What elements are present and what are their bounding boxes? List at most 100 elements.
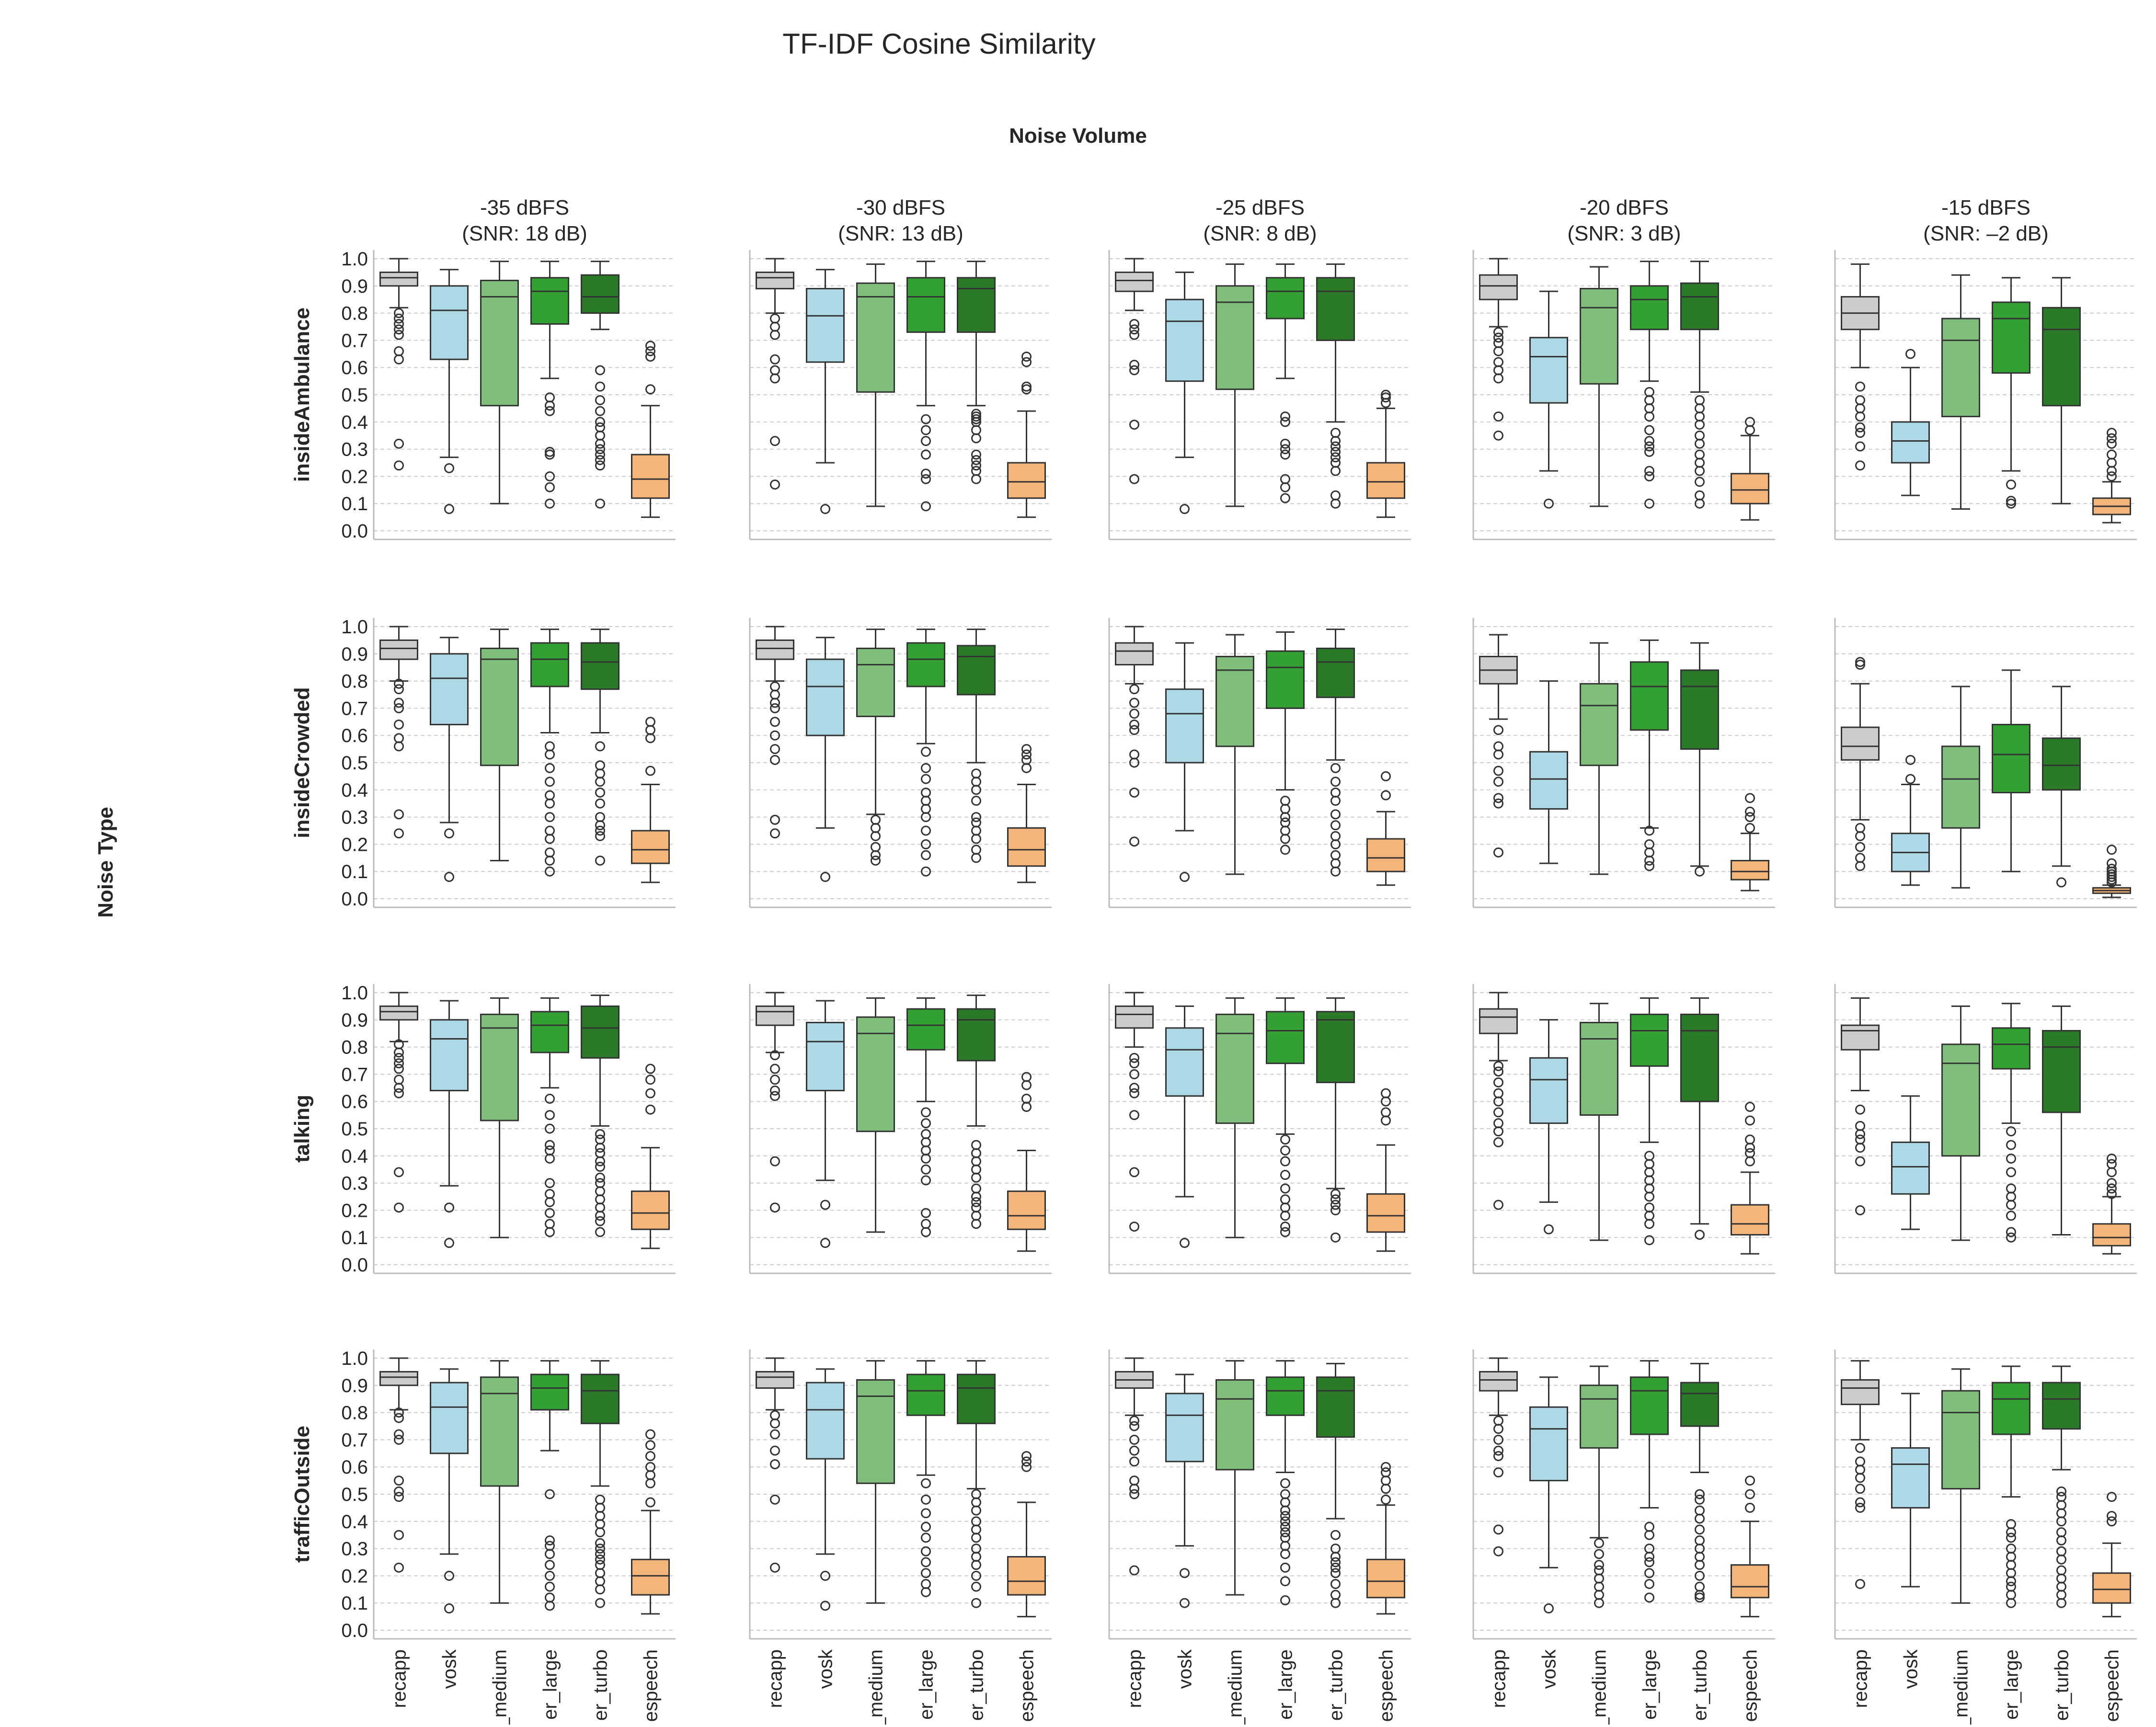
x-tick-label: _medium [490, 1649, 511, 1725]
outlier-point [1855, 381, 1865, 392]
box [856, 1016, 895, 1132]
outlier-point [1695, 1535, 1705, 1546]
column-header-line1: -20 dBFS [1580, 196, 1669, 219]
box [379, 271, 418, 287]
box [631, 454, 670, 499]
outlier-point [1180, 1238, 1190, 1248]
outlier-point [1280, 1194, 1290, 1205]
box [581, 1005, 619, 1059]
outlier-point [770, 717, 780, 727]
box [1731, 1564, 1769, 1599]
outlier-point [1330, 858, 1341, 869]
outlier-point [921, 1587, 931, 1597]
outlier-point [595, 381, 605, 392]
outlier-point [1644, 446, 1654, 457]
outlier-point [1280, 1576, 1290, 1587]
outlier-point [595, 1568, 605, 1578]
outlier-point [595, 1211, 605, 1221]
box [1580, 683, 1618, 766]
outlier-point [2006, 1211, 2016, 1221]
outlier-point [444, 1202, 454, 1213]
outlier-point [2006, 1590, 2016, 1600]
outlier-point [971, 812, 981, 823]
outlier-point [770, 330, 780, 340]
outlier-point [770, 698, 780, 708]
outlier-point [1021, 1072, 1032, 1082]
y-tick-label: 0.0 [341, 521, 368, 542]
outlier-point [645, 1429, 655, 1440]
outlier-point [394, 1429, 404, 1440]
box [1841, 1379, 1880, 1406]
outlier-point [595, 460, 605, 471]
outlier-point [770, 1459, 780, 1470]
outlier-point [545, 812, 555, 823]
outlier-point [595, 1510, 605, 1521]
outlier-point [770, 313, 780, 324]
outlier-point [1280, 1562, 1290, 1573]
box [480, 647, 519, 766]
outlier-point [971, 1598, 981, 1608]
outlier-point [394, 828, 404, 839]
outlier-point [971, 825, 981, 836]
x-tick-label: recapp [1850, 1649, 1871, 1708]
outlier-point [1644, 1235, 1654, 1246]
outlier-point [2107, 449, 2117, 460]
outlier-point [2056, 1516, 2066, 1527]
outlier-point [971, 1533, 981, 1543]
outlier-point [1330, 839, 1341, 849]
outlier-point [1544, 498, 1554, 509]
outlier-point [971, 1191, 981, 1202]
outlier-point [770, 1064, 780, 1074]
outlier-point [1381, 1484, 1391, 1494]
outlier-point [444, 1238, 454, 1248]
chart-title: TF-IDF Cosine Similarity [782, 28, 1095, 60]
outlier-point [595, 1186, 605, 1197]
y-tick-label: 0.2 [341, 834, 368, 855]
outlier-point [1493, 338, 1503, 348]
outlier-point [1644, 1191, 1654, 1202]
outlier-point [1493, 793, 1503, 803]
box [1992, 301, 2030, 374]
column-header-line1: -35 dBFS [480, 196, 569, 219]
outlier-point [1695, 1230, 1705, 1240]
outlier-point [1695, 498, 1705, 509]
box [379, 1005, 418, 1021]
outlier-point [545, 866, 555, 877]
outlier-point [1594, 1549, 1604, 1559]
outlier-point [1021, 1456, 1032, 1467]
panel [749, 250, 1052, 540]
box [480, 1376, 519, 1487]
outlier-point [545, 763, 555, 773]
outlier-point [645, 1462, 655, 1472]
box [1479, 1371, 1518, 1392]
outlier-point [1493, 332, 1503, 343]
outlier-point [1280, 493, 1290, 503]
outlier-point [1129, 1484, 1139, 1494]
panel [1108, 250, 1411, 540]
outlier-point [921, 812, 931, 823]
outlier-point [971, 1552, 981, 1562]
outlier-point [1493, 430, 1503, 441]
outlier-point [1855, 1456, 1865, 1467]
outlier-point [1330, 763, 1341, 773]
outlier-point [1745, 1502, 1755, 1513]
outlier-point [1493, 847, 1503, 858]
outlier-point [2056, 1527, 2066, 1538]
outlier-point [545, 1140, 555, 1150]
y-tick-label: 0.9 [341, 276, 368, 297]
outlier-point [1745, 425, 1755, 435]
outlier-point [595, 855, 605, 866]
box [1316, 647, 1355, 698]
x-tick-label: espeech [641, 1649, 662, 1722]
x-tick-label: vosk [1175, 1649, 1196, 1689]
outlier-point [770, 1091, 780, 1101]
outlier-point [645, 351, 655, 362]
x-tick-label: er_large [1640, 1649, 1661, 1720]
box [1680, 282, 1719, 331]
outlier-point [394, 324, 404, 335]
box [756, 271, 794, 289]
outlier-point [2107, 466, 2117, 476]
outlier-point [1695, 490, 1705, 501]
panel [1834, 984, 2137, 1274]
outlier-point [444, 1570, 454, 1581]
